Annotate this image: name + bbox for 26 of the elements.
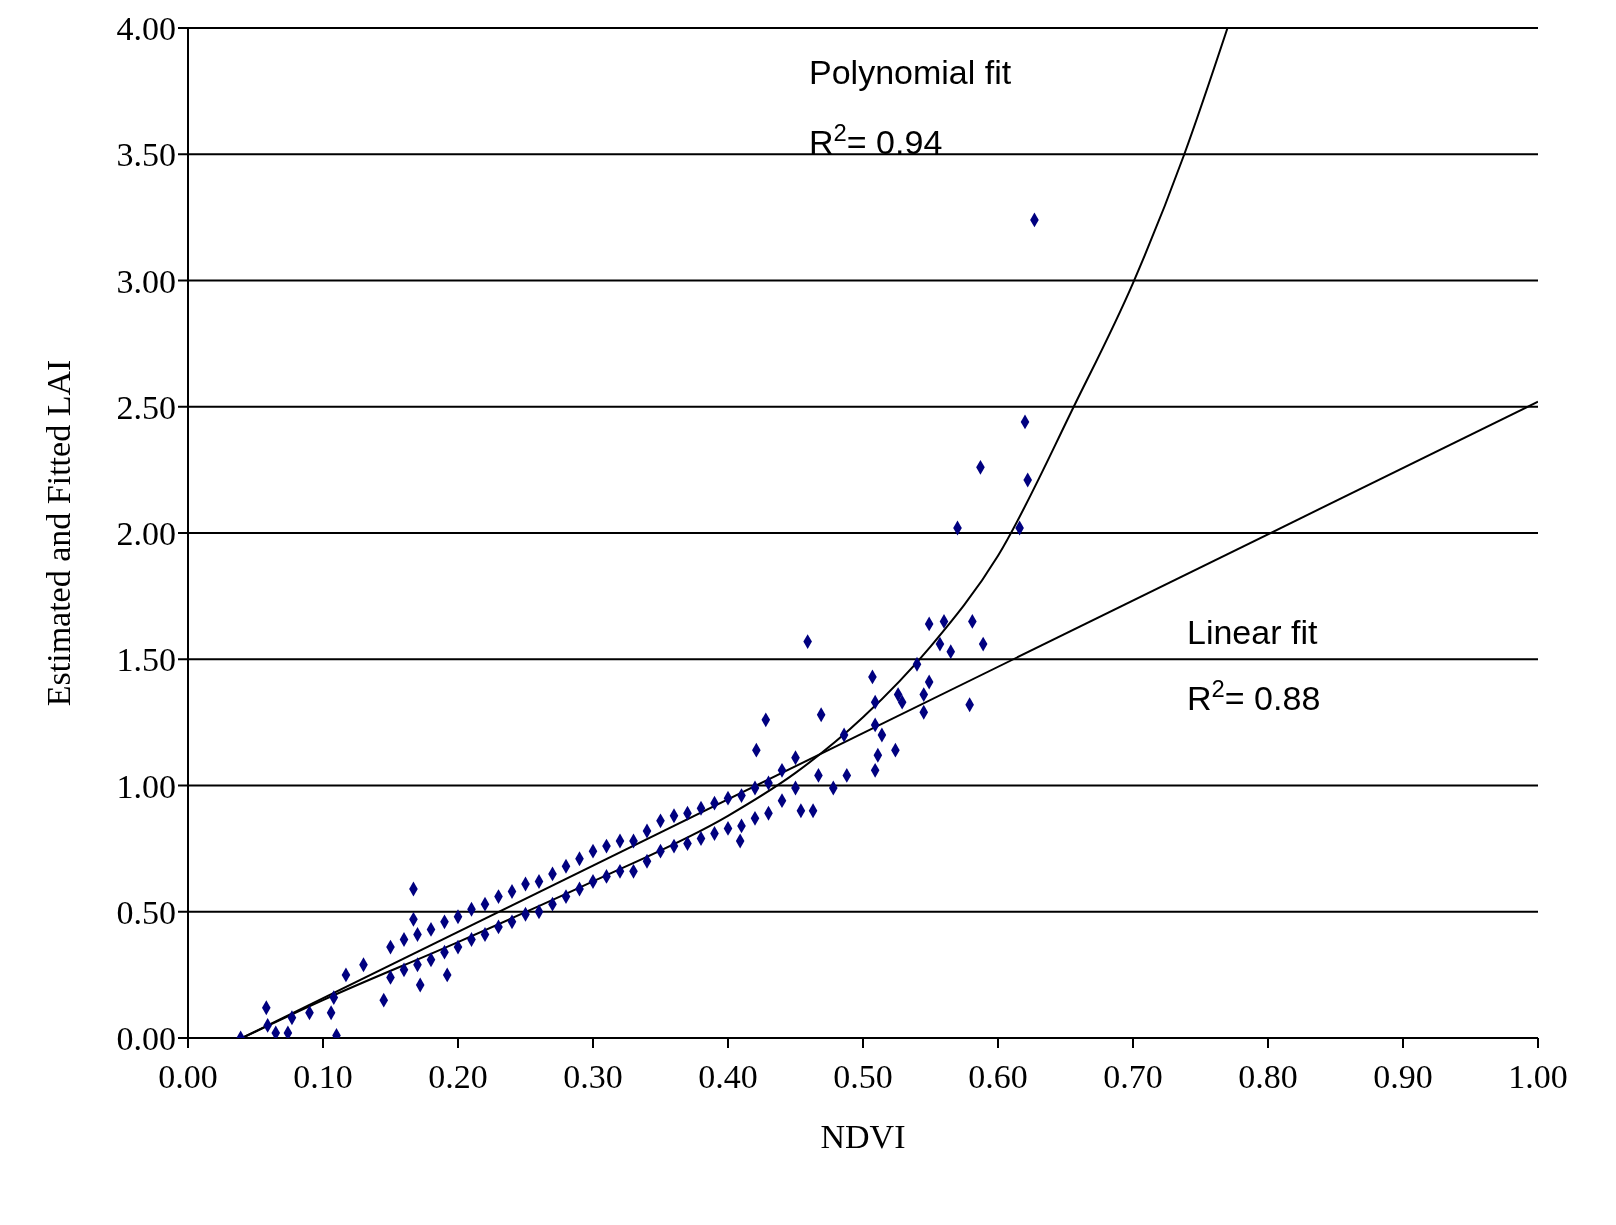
x-tick-label: 0.90: [1373, 1058, 1433, 1096]
annotation: Polynomial fit: [809, 52, 1012, 91]
y-tick-label: 4.00: [116, 10, 176, 48]
annotation: R$^{2}$= 0.88: [1187, 674, 1321, 717]
y-tick-label: 1.00: [116, 767, 176, 805]
y-tick-label: 2.50: [116, 388, 176, 426]
x-axis-title: NDVI: [820, 1118, 906, 1155]
annotation: Linear fit: [1187, 613, 1318, 652]
y-tick-label: 2.00: [116, 515, 176, 553]
x-tick-label: 0.50: [833, 1058, 893, 1096]
x-tick-label: 0.60: [968, 1058, 1028, 1096]
y-tick-label: 0.50: [116, 893, 176, 931]
x-tick-label: 0.70: [1103, 1058, 1163, 1096]
annotation: R$^{2}$= 0.94: [809, 118, 943, 162]
x-tick-label: 0.20: [428, 1058, 488, 1096]
y-axis-title: Estimated and Fitted LAI: [40, 359, 78, 707]
x-tick-label: 0.00: [158, 1058, 218, 1096]
y-tick-label: 3.50: [116, 136, 176, 174]
x-tick-label: 0.10: [293, 1058, 353, 1096]
x-tick-label: 0.30: [563, 1058, 623, 1096]
x-tick-label: 0.40: [698, 1058, 758, 1096]
y-tick-label: 3.00: [116, 262, 176, 300]
y-tick-label: 0.00: [116, 1020, 176, 1058]
x-tick-label: 1.00: [1508, 1058, 1568, 1096]
y-tick-label: 1.50: [116, 641, 176, 679]
x-tick-label: 0.80: [1238, 1058, 1298, 1096]
